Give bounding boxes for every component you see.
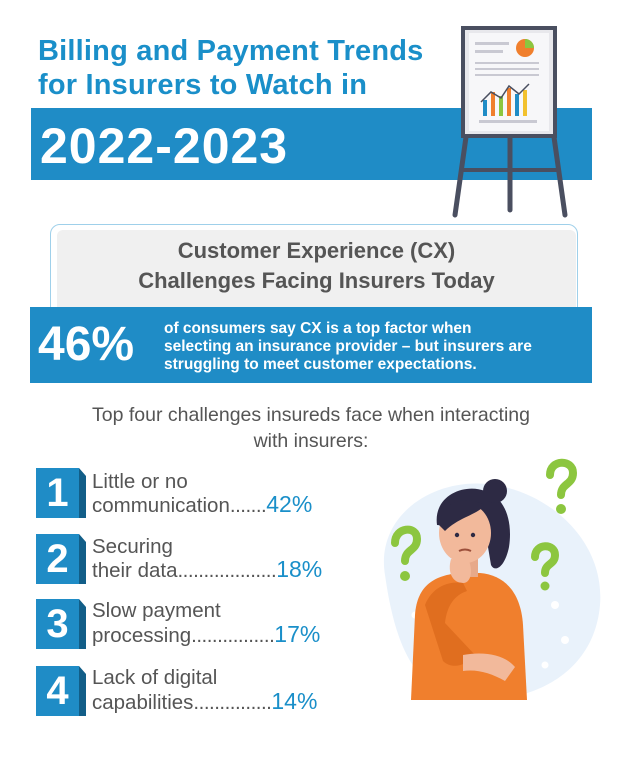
cx-heading-line-2: Challenges Facing Insurers Today — [138, 268, 495, 293]
challenge-label: capabilities — [92, 691, 194, 714]
challenge-label-line-2: communication.......42% — [92, 492, 312, 518]
challenge-label-line-2: processing................17% — [92, 622, 320, 648]
title-line-2: for Insurers to Watch in — [38, 69, 368, 101]
challenge-label-line-2: capabilities...............14% — [92, 689, 317, 715]
leader-dots: ....... — [229, 494, 267, 517]
challenge-percent: 14% — [271, 688, 318, 714]
challenge-percent: 18% — [276, 556, 323, 582]
question-mark-dot-icon — [400, 571, 410, 581]
challenges-intro: Top four challenges insureds face when i… — [30, 402, 592, 454]
challenge-label-line-1: Lack of digital — [92, 666, 218, 689]
challenge-number-badge: 4 — [36, 666, 79, 716]
challenge-label: their data — [92, 559, 178, 582]
question-mark-icon — [546, 458, 578, 499]
stat-banner — [30, 307, 592, 383]
challenge-label-line-2: their data...................18% — [92, 557, 322, 583]
leader-dots: ............... — [193, 691, 272, 714]
challenge-number-badge: 2 — [36, 534, 79, 584]
question-mark-icon — [391, 525, 422, 565]
challenge-label: processing — [92, 624, 192, 647]
challenge-label-line-1: Little or no — [92, 470, 188, 493]
stat-line-1: of consumers say CX is a top factor when — [164, 320, 472, 337]
challenge-number-badge: 3 — [36, 599, 79, 649]
title-line-1: Billing and Payment Trends — [38, 35, 424, 67]
challenge-number-badge: 1 — [36, 468, 79, 518]
cx-heading-panel — [57, 230, 576, 308]
challenge-label-line-1: Securing — [92, 535, 173, 558]
cx-heading: Customer Experience (CX) Challenges Faci… — [57, 236, 576, 296]
challenge-percent: 42% — [266, 491, 313, 517]
leader-dots: ................ — [191, 624, 275, 647]
stat-line-2: selecting an insurance provider – but in… — [164, 338, 532, 355]
leader-dots: ................... — [177, 559, 277, 582]
challenge-percent: 17% — [274, 621, 321, 647]
stat-description: of consumers say CX is a top factor when… — [164, 320, 584, 374]
flip-chart-icon — [452, 26, 568, 218]
cx-heading-line-1: Customer Experience (CX) — [177, 238, 456, 263]
year-label: 2022-2023 — [40, 118, 289, 174]
stat-value: 46% — [38, 318, 135, 371]
thinking-woman-illustration — [383, 458, 601, 700]
stat-line-3: struggling to meet customer expectations… — [164, 356, 477, 373]
intro-line-2: with insurers: — [253, 430, 369, 452]
intro-line-1: Top four challenges insureds face when i… — [92, 404, 530, 426]
challenge-label-line-1: Slow payment — [92, 599, 221, 622]
challenge-label: communication — [92, 494, 230, 517]
question-mark-icon — [531, 542, 560, 577]
